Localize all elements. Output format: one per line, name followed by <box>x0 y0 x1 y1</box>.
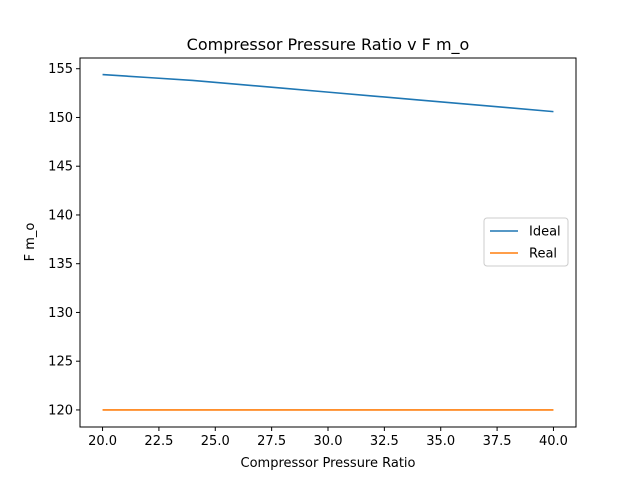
x-tick-label: 35.0 <box>426 434 455 449</box>
chart-title: Compressor Pressure Ratio v F m_o <box>187 35 470 55</box>
y-tick-label: 130 <box>48 306 73 321</box>
y-tick-label: 145 <box>48 160 73 175</box>
x-tick-label: 27.5 <box>257 434 286 449</box>
x-tick-label: 40.0 <box>539 434 568 449</box>
x-tick-label: 22.5 <box>144 434 173 449</box>
y-tick-label: 150 <box>48 111 73 126</box>
y-axis: 120 125 130 135 140 145 150 155 <box>48 62 80 418</box>
y-axis-label: F m_o <box>23 223 38 262</box>
x-tick-label: 25.0 <box>201 434 230 449</box>
y-tick-label: 120 <box>48 403 73 418</box>
y-tick-label: 135 <box>48 257 73 272</box>
y-tick-label: 125 <box>48 355 73 370</box>
x-tick-label: 30.0 <box>314 434 343 449</box>
x-tick-label: 37.5 <box>483 434 512 449</box>
series-line-ideal <box>102 73 554 113</box>
legend: Ideal Real <box>483 217 569 267</box>
y-tick-label: 155 <box>48 62 73 77</box>
x-axis-label: Compressor Pressure Ratio <box>241 456 416 471</box>
x-tick-label: 20.0 <box>88 434 117 449</box>
y-tick-label: 140 <box>48 208 73 223</box>
x-axis: 20.0 22.5 25.0 27.5 30.0 32.5 35.0 37.5 40.0 <box>88 427 568 449</box>
legend-label-real: Real <box>529 247 557 262</box>
legend-box <box>483 217 569 267</box>
x-tick-label: 32.5 <box>370 434 399 449</box>
plot-area <box>102 73 554 411</box>
legend-label-ideal: Ideal <box>529 225 561 240</box>
